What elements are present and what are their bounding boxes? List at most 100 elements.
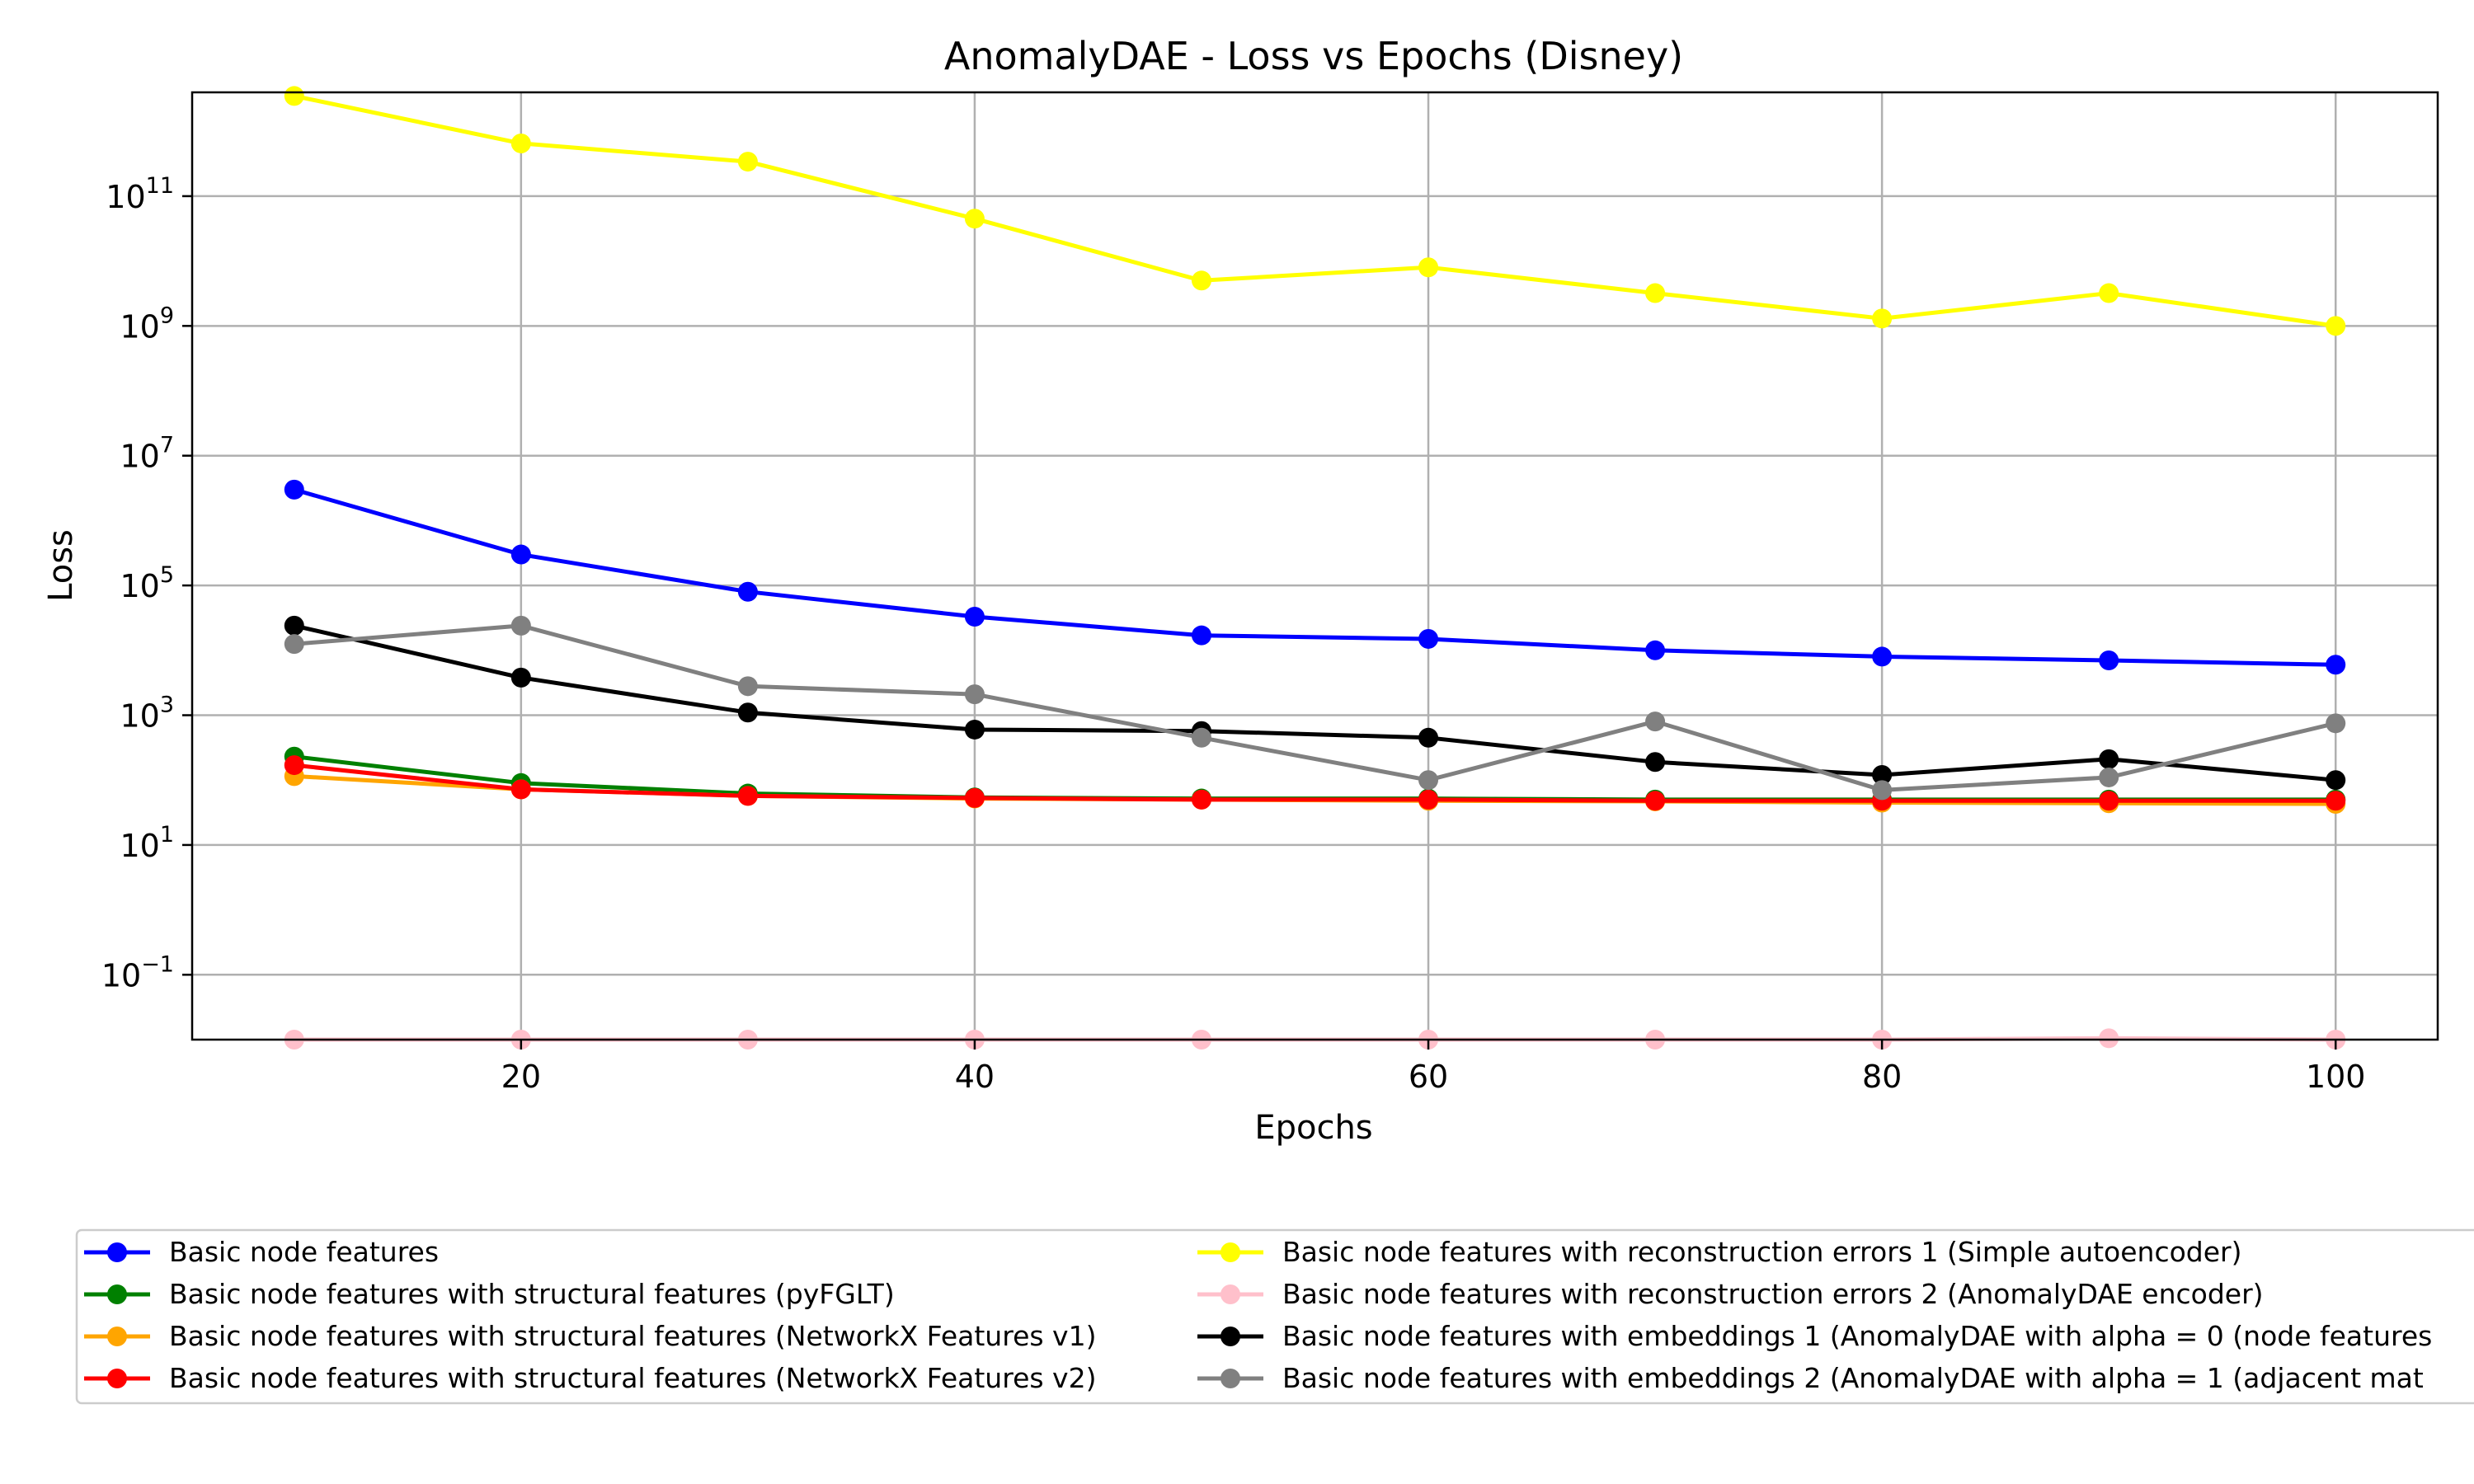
legend-marker	[1221, 1284, 1240, 1304]
data-point	[1418, 789, 1439, 810]
data-point	[1645, 711, 1666, 732]
legend-label: Basic node features with reconstruction …	[1282, 1236, 2242, 1268]
data-point	[964, 719, 985, 740]
x-tick-label: 40	[955, 1059, 995, 1095]
data-point	[737, 786, 758, 806]
legend-label: Basic node features with embeddings 2 (A…	[1282, 1362, 2424, 1394]
legend-marker	[1221, 1369, 1240, 1388]
legend-label: Basic node features with reconstruction …	[1282, 1278, 2264, 1310]
data-point	[510, 667, 531, 688]
legend-entry: Basic node features	[84, 1236, 439, 1268]
series-line	[294, 93, 2336, 328]
data-point	[284, 755, 304, 776]
y-tick-label: 103	[120, 693, 174, 735]
data-point	[1191, 789, 1211, 810]
data-point	[964, 787, 985, 808]
y-tick-label: 107	[120, 433, 174, 475]
data-point	[2099, 1028, 2119, 1049]
series-8	[284, 615, 2346, 801]
y-axis-label: Loss	[42, 529, 80, 602]
x-tick-label: 80	[1862, 1059, 1902, 1095]
series-line	[294, 623, 2336, 782]
data-point	[737, 676, 758, 697]
data-point	[510, 779, 531, 800]
data-point	[1418, 727, 1439, 748]
y-tick-label: 109	[120, 303, 174, 345]
legend: Basic node features Basic node features w…	[75, 1228, 2474, 1405]
data-point	[510, 615, 531, 636]
data-point	[2326, 655, 2346, 675]
data-point	[1418, 770, 1439, 791]
data-point	[1645, 791, 1666, 811]
legend-marker	[1221, 1242, 1240, 1262]
data-point	[1872, 780, 1893, 801]
legend-marker	[1221, 1327, 1240, 1346]
data-point	[964, 209, 985, 229]
data-point	[2099, 749, 2119, 769]
legend-label: Basic node features with structural feat…	[169, 1362, 1096, 1394]
series-5	[284, 86, 2346, 336]
data-point	[1645, 640, 1666, 660]
data-point	[2326, 713, 2346, 734]
data-point	[964, 607, 985, 627]
data-point	[2099, 767, 2119, 787]
x-tick-label: 20	[501, 1059, 541, 1095]
legend-entry: Basic node features with reconstruction …	[1197, 1278, 2264, 1310]
data-point	[1872, 646, 1893, 667]
data-point	[510, 544, 531, 565]
legend-marker	[107, 1369, 127, 1388]
legend-box	[75, 1228, 2474, 1405]
legend-entry: Basic node features with reconstruction …	[1197, 1236, 2242, 1268]
y-tick-label: 10−1	[101, 951, 174, 993]
legend-label: Basic node features with structural feat…	[169, 1320, 1096, 1352]
legend-marker	[107, 1284, 127, 1304]
legend-marker	[107, 1242, 127, 1262]
x-tick-label: 60	[1409, 1059, 1448, 1095]
data-point	[284, 479, 304, 500]
data-point	[964, 684, 985, 705]
data-point	[737, 581, 758, 602]
data-point	[1645, 752, 1666, 773]
series-line	[294, 623, 2336, 792]
chart-title: AnomalyDAE - Loss vs Epochs (Disney)	[944, 34, 1683, 78]
series-1	[284, 479, 2346, 675]
data-point	[2326, 791, 2346, 811]
x-tick-label: 100	[2306, 1059, 2366, 1095]
data-point	[737, 702, 758, 723]
y-tick-label: 101	[120, 822, 174, 864]
data-point	[510, 133, 531, 153]
legend-label: Basic node features with structural feat…	[169, 1278, 895, 1310]
data-point	[2099, 650, 2119, 670]
legend-entry: Basic node features with structural feat…	[84, 1362, 1096, 1394]
data-point	[2099, 283, 2119, 303]
data-point	[1191, 270, 1211, 291]
data-point	[1645, 283, 1666, 303]
data-point	[1418, 628, 1439, 649]
data-point	[737, 152, 758, 172]
data-point	[284, 86, 304, 106]
data-point	[1191, 727, 1211, 748]
axis-ticks: 20 40 60 80 100 10−1 101 103 105 107 109 1011	[101, 173, 2366, 1095]
data-point	[2326, 770, 2346, 791]
legend-label: Basic node features with embeddings 1 (A…	[1282, 1320, 2432, 1352]
y-tick-label: 1011	[106, 173, 174, 215]
legend-entry: Basic node features with embeddings 2 (A…	[1197, 1362, 2424, 1394]
legend-entry: Basic node features with structural feat…	[84, 1320, 1096, 1352]
y-tick-label: 105	[120, 562, 174, 604]
legend-entry: Basic node features with embeddings 1 (A…	[1197, 1320, 2432, 1352]
series-7	[284, 615, 2346, 791]
grid	[192, 92, 2438, 1040]
data-point	[284, 615, 304, 636]
plot-frame	[190, 91, 2439, 1041]
data-point	[2099, 791, 2119, 811]
series-line	[294, 487, 2336, 667]
series-4	[284, 755, 2346, 811]
legend-label: Basic node features	[169, 1236, 439, 1268]
x-axis-label: Epochs	[1254, 1109, 1372, 1147]
data-point	[1872, 308, 1893, 329]
legend-entry: Basic node features with structural feat…	[84, 1278, 895, 1310]
data-point	[1191, 625, 1211, 646]
legend-marker	[107, 1327, 127, 1346]
data-point	[2326, 316, 2346, 336]
